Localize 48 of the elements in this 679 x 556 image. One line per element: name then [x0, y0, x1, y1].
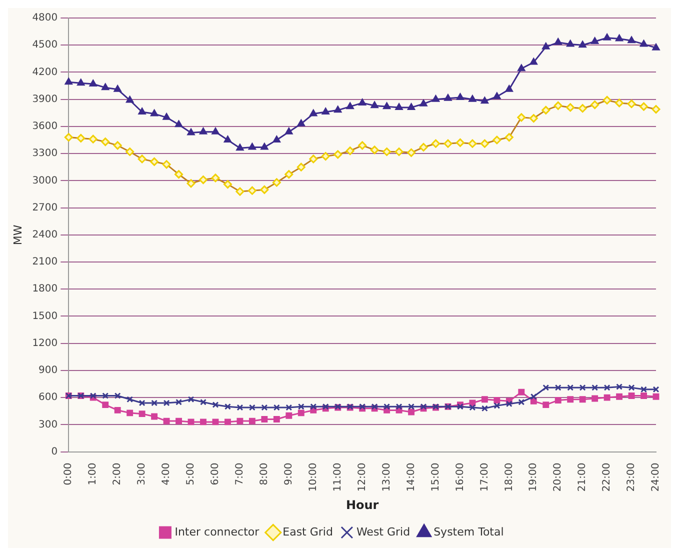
legend-label: System Total [434, 525, 504, 538]
y-tick-label: 2700 [32, 202, 58, 214]
x-tick-label: 7:00 [234, 462, 246, 486]
x-tick-label: 8:00 [259, 462, 270, 486]
y-axis-title: MW [11, 224, 24, 246]
x-tick-label: 0:00 [63, 462, 74, 486]
x-tick-label: 20:00 [552, 462, 564, 492]
y-tick-label: 3000 [32, 175, 58, 186]
y-tick-label: 4800 [32, 12, 58, 24]
y-tick-label: 3600 [32, 121, 58, 132]
x-tick-label: 1:00 [88, 462, 99, 486]
legend-label: Inter connector [174, 525, 260, 538]
x-tick-label: 5:00 [186, 462, 197, 486]
y-tick-label: 2100 [32, 256, 58, 268]
y-tick-label: 1200 [32, 338, 58, 349]
x-axis-title: Hour [346, 498, 379, 512]
x-tick-label: 10:00 [308, 462, 319, 492]
x-tick-label: 21:00 [577, 462, 588, 492]
x-tick-label: 13:00 [381, 462, 392, 492]
x-tick-label: 9:00 [284, 462, 294, 486]
x-tick-label: 4:00 [161, 462, 172, 486]
y-tick-label: 2400 [32, 229, 58, 240]
y-tick-label: 1500 [32, 310, 58, 322]
y-tick-label: 0 [51, 446, 58, 458]
x-tick-label: 11:00 [332, 462, 344, 492]
x-tick-label: 14:00 [406, 462, 417, 492]
x-tick-label: 3:00 [136, 462, 148, 486]
x-tick-label: 16:00 [454, 462, 466, 492]
x-tick-label: 2:00 [112, 462, 124, 486]
legend-label: East Grid [282, 525, 333, 538]
x-tick-label: 6:00 [210, 462, 222, 486]
x-tick-label: 23:00 [626, 462, 638, 492]
x-tick-label: 24:00 [650, 462, 662, 492]
y-tick-label: 4500 [32, 40, 58, 51]
x-tick-label: 15:00 [430, 462, 442, 492]
y-tick-label: 300 [38, 419, 58, 430]
y-tick-label: 1800 [32, 284, 58, 295]
y-tick-label: 600 [38, 392, 58, 404]
y-tick-label: 3900 [32, 94, 58, 105]
x-tick-label: 12:00 [356, 462, 368, 492]
y-tick-label: 4200 [32, 66, 58, 78]
legend-label: West Grid [356, 525, 410, 538]
y-tick-label: 900 [38, 365, 58, 376]
x-tick-label: 18:00 [504, 462, 515, 492]
x-tick-label: 17:00 [479, 462, 490, 492]
x-tick-label: 22:00 [602, 462, 613, 492]
x-tick-label: 19:00 [528, 462, 540, 492]
y-tick-label: 3300 [32, 148, 58, 160]
